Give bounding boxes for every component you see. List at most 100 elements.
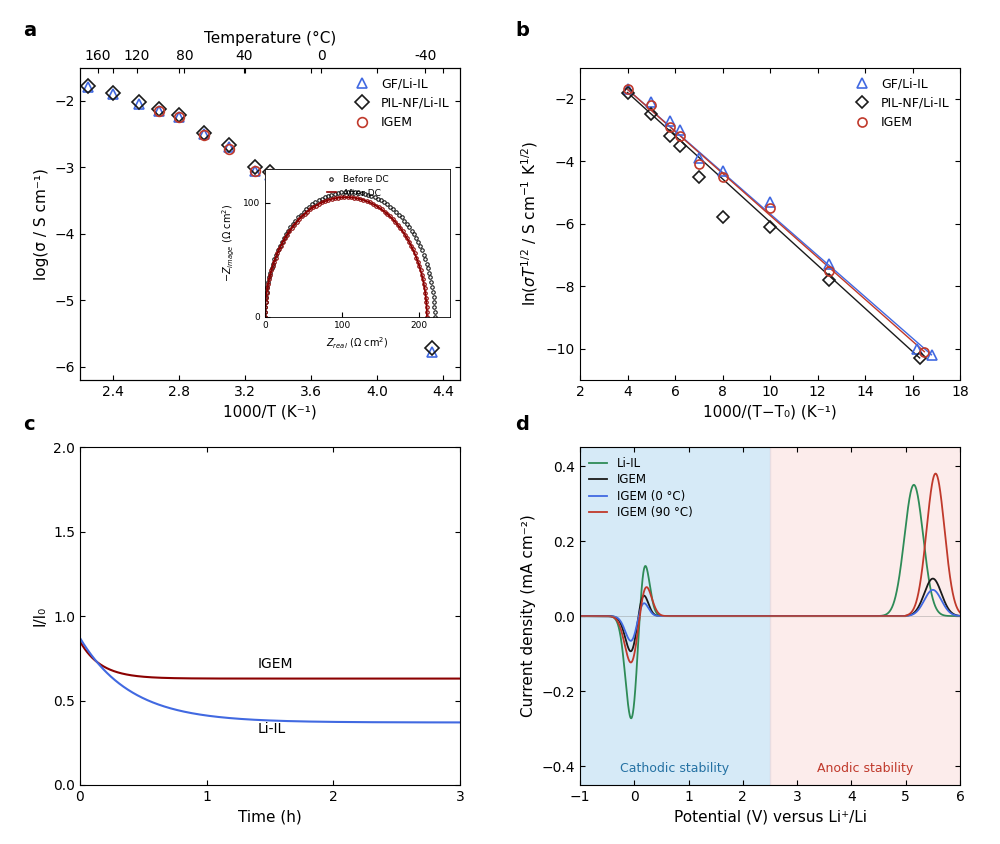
PIL-NF/Li-IL	[823, 275, 835, 285]
IGEM	[693, 160, 705, 170]
PIL-NF/Li-IL	[133, 97, 145, 107]
Bar	[580, 447, 770, 785]
Text: IGEM: IGEM	[257, 657, 293, 672]
PIL-NF/Li-IL	[223, 140, 235, 150]
Text: Anodic stability: Anodic stability	[817, 762, 913, 775]
IGEM	[625, 647, 637, 657]
Li-IL	[617, 653, 629, 663]
Line: IGEM: IGEM	[580, 579, 960, 652]
Text: c: c	[23, 415, 35, 435]
GF/Li-IL	[674, 125, 686, 135]
IGEM (0 °C)	[574, 611, 586, 621]
Y-axis label: Current density (mA cm⁻²): Current density (mA cm⁻²)	[521, 515, 536, 717]
GF/Li-IL	[693, 153, 705, 163]
GF/Li-IL	[355, 272, 367, 282]
IGEM	[617, 626, 629, 636]
IGEM	[223, 143, 235, 154]
X-axis label: Potential (V) versus Li⁺/Li: Potential (V) versus Li⁺/Li	[674, 809, 866, 825]
IGEM (0 °C)	[947, 609, 959, 619]
GF/Li-IL	[426, 347, 438, 357]
IGEM (0 °C)	[906, 609, 918, 619]
PIL-NF/Li-IL	[693, 171, 705, 181]
PIL-NF/Li-IL	[664, 131, 676, 141]
Legend: GF/Li-IL, PIL-NF/Li-IL, IGEM: GF/Li-IL, PIL-NF/Li-IL, IGEM	[849, 73, 954, 133]
IGEM (90 °C)	[947, 588, 959, 598]
PIL-NF/Li-IL	[107, 88, 119, 98]
Y-axis label: log(σ / S cm⁻¹): log(σ / S cm⁻¹)	[34, 168, 49, 279]
GF/Li-IL	[173, 112, 185, 122]
IGEM	[954, 611, 966, 621]
IGEM	[927, 574, 939, 584]
IGEM	[645, 100, 657, 110]
IGEM (90 °C)	[617, 634, 629, 644]
IGEM (0 °C)	[720, 611, 732, 621]
IGEM (90 °C)	[906, 607, 918, 617]
PIL-NF/Li-IL	[645, 109, 657, 119]
Legend: Li-IL, IGEM, IGEM (0 °C), IGEM (90 °C): Li-IL, IGEM, IGEM (0 °C), IGEM (90 °C)	[586, 453, 696, 523]
IGEM	[764, 203, 776, 213]
X-axis label: Temperature (°C): Temperature (°C)	[204, 31, 336, 46]
IGEM (90 °C)	[720, 611, 732, 621]
GF/Li-IL	[153, 106, 165, 116]
GF/Li-IL	[926, 349, 938, 360]
GF/Li-IL	[664, 116, 676, 126]
Line: IGEM (0 °C): IGEM (0 °C)	[580, 590, 960, 641]
GF/Li-IL	[107, 89, 119, 99]
IGEM (0 °C)	[954, 611, 966, 621]
IGEM (0 °C)	[927, 585, 939, 595]
Y-axis label: $-Z_{image}$ ($\Omega$ cm$^2$): $-Z_{image}$ ($\Omega$ cm$^2$)	[221, 203, 237, 282]
PIL-NF/Li-IL	[674, 140, 686, 150]
PIL-NF/Li-IL	[249, 162, 261, 172]
Li-IL	[720, 611, 732, 621]
IGEM	[622, 84, 634, 95]
IGEM	[947, 609, 959, 619]
Li-IL	[736, 611, 748, 621]
IGEM	[664, 122, 676, 132]
IGEM	[574, 611, 586, 621]
GF/Li-IL	[911, 344, 923, 354]
Line: PIL-NF/Li-IL: PIL-NF/Li-IL	[623, 88, 924, 362]
PIL-NF/Li-IL	[622, 88, 634, 98]
Bar	[770, 447, 960, 785]
Text: b: b	[515, 21, 529, 41]
PIL-NF/Li-IL	[153, 105, 165, 115]
Y-axis label: ln($\sigma T^{1/2}$ / S cm$^{-1}$ K$^{1/2}$): ln($\sigma T^{1/2}$ / S cm$^{-1}$ K$^{1/…	[520, 141, 540, 306]
IGEM	[264, 169, 276, 179]
PIL-NF/Li-IL	[914, 353, 926, 363]
IGEM	[823, 265, 835, 275]
GF/Li-IL	[264, 170, 276, 181]
IGEM	[906, 609, 918, 619]
Li-IL	[908, 479, 920, 490]
Text: Cathodic stability: Cathodic stability	[620, 762, 730, 775]
Line: IGEM: IGEM	[154, 106, 275, 179]
GF/Li-IL	[716, 165, 728, 176]
IGEM (90 °C)	[930, 468, 942, 479]
IGEM (90 °C)	[640, 582, 652, 592]
GF/Li-IL	[82, 83, 94, 93]
Li-IL	[947, 611, 959, 621]
GF/Li-IL	[223, 142, 235, 152]
IGEM (90 °C)	[736, 611, 748, 621]
Line: Li-IL: Li-IL	[580, 484, 960, 718]
IGEM	[720, 611, 732, 621]
PIL-NF/Li-IL	[302, 217, 314, 227]
GF/Li-IL	[622, 84, 634, 95]
X-axis label: Time (h): Time (h)	[238, 809, 302, 825]
Text: d: d	[515, 415, 529, 435]
Line: IGEM (90 °C): IGEM (90 °C)	[580, 473, 960, 663]
IGEM	[198, 130, 210, 140]
Line: PIL-NF/Li-IL: PIL-NF/Li-IL	[83, 81, 437, 353]
PIL-NF/Li-IL	[264, 167, 276, 177]
IGEM (90 °C)	[574, 611, 586, 621]
PIL-NF/Li-IL	[426, 343, 438, 353]
IGEM	[716, 171, 728, 181]
PIL-NF/Li-IL	[355, 263, 367, 273]
IGEM	[173, 112, 185, 122]
Li-IL	[640, 561, 652, 571]
IGEM	[736, 611, 748, 621]
PIL-NF/Li-IL	[764, 222, 776, 232]
Legend: GF/Li-IL, PIL-NF/Li-IL, IGEM: GF/Li-IL, PIL-NF/Li-IL, IGEM	[349, 73, 454, 133]
IGEM (90 °C)	[625, 657, 637, 668]
Line: IGEM: IGEM	[623, 85, 929, 356]
PIL-NF/Li-IL	[173, 111, 185, 121]
